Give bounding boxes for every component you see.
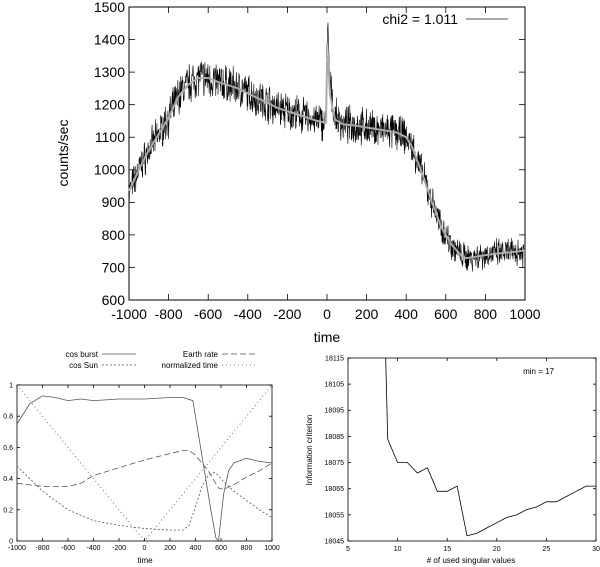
- main-x-tick-label: -800: [155, 306, 183, 322]
- main-y-tick-label: 700: [102, 259, 126, 275]
- components-x-tick-label: -800: [35, 545, 49, 552]
- components-series: [16, 384, 273, 542]
- components-x-tick-label: -600: [61, 545, 75, 552]
- main-x-tick-label: -1000: [111, 306, 147, 322]
- main-x-tick-label: 200: [355, 306, 379, 322]
- components-x-axis-label: time: [137, 556, 153, 565]
- criterion-x-tick-label: 30: [592, 546, 600, 553]
- main-y-tick-label: 1200: [94, 97, 125, 113]
- components-legend: cos burst cos Sun Earth rate normalized …: [66, 350, 256, 370]
- main-x-axis-label: time: [314, 329, 341, 345]
- legend-label-normalized-time: normalized time: [162, 361, 219, 370]
- criterion-y-tick-label: 18045: [325, 538, 345, 545]
- main-y-tick-label: 1300: [94, 64, 125, 80]
- criterion-y-tick-label: 18105: [325, 382, 345, 389]
- components-y-tick-label: 0.6: [3, 445, 13, 452]
- main-x-tick-label: 0: [323, 306, 331, 322]
- criterion-y-tick-label: 18085: [325, 434, 345, 441]
- components-x-tick-label: 200: [164, 545, 176, 552]
- criterion-x-tick-label: 10: [394, 546, 402, 553]
- components-y-tick-label: 0.2: [3, 507, 13, 514]
- series-earth-rate: [16, 450, 273, 490]
- main-x-tick-label: -600: [194, 306, 222, 322]
- legend-label-earth-rate: Earth rate: [183, 350, 219, 359]
- components-y-tick-label: 0: [9, 538, 13, 545]
- components-x-tick-label: 400: [190, 545, 202, 552]
- series-cos-burst: [16, 395, 273, 542]
- components-y-tick-label: 0.4: [3, 476, 13, 483]
- components-x-tick-label: 600: [215, 545, 227, 552]
- main-x-tick-label: 800: [474, 306, 498, 322]
- criterion-x-tick-label: 5: [346, 546, 350, 553]
- criterion-line: [385, 357, 596, 537]
- main-y-tick-label: 1400: [94, 31, 125, 47]
- components-x-tick-label: -200: [112, 545, 126, 552]
- main-series: [128, 22, 526, 272]
- main-legend: chi2 = 1.011: [382, 11, 508, 27]
- criterion-y-tick-label: 18055: [325, 512, 345, 519]
- criterion-x-tick-label: 15: [443, 546, 451, 553]
- criterion-panel: 5 10 15 20 25 30 18045 18055 18065 18075 18085 1809…: [305, 355, 600, 565]
- criterion-x-tick-label: 25: [543, 546, 551, 553]
- legend-label-cos-burst: cos burst: [66, 350, 99, 359]
- criterion-x-axis-label: # of used singular values: [427, 556, 516, 565]
- main-legend-label-fit: chi2 = 1.011: [382, 11, 458, 27]
- main-y-tick-label: 1000: [94, 162, 125, 178]
- legend-label-cos-sun: cos Sun: [69, 361, 98, 370]
- components-x-tick-label: 800: [241, 545, 253, 552]
- main-panel: -1000 -800 -600 -400 -200 0 200 400 600 800 1000 60…: [55, 0, 541, 345]
- main-x-tick-label: 400: [395, 306, 419, 322]
- components-x-tick-label: 1000: [264, 545, 280, 552]
- main-y-axis-label: counts/sec: [55, 120, 71, 187]
- main-x-tick-label: 1000: [509, 306, 540, 322]
- criterion-y-tick-label: 18095: [325, 408, 345, 415]
- components-x-tick-label: -1000: [8, 545, 26, 552]
- main-x-tick-label: 600: [434, 306, 458, 322]
- main-x-tick-label: -400: [234, 306, 262, 322]
- main-y-tick-label: 1500: [94, 0, 125, 15]
- criterion-y-tick-label: 18075: [325, 460, 345, 467]
- components-x-tick-label: -400: [86, 545, 100, 552]
- criterion-series: [385, 357, 596, 537]
- components-panel: cos burst cos Sun Earth rate normalized …: [3, 350, 280, 565]
- main-fit-line: [128, 56, 526, 260]
- criterion-plot-frame: [347, 357, 597, 542]
- main-ticks: -1000 -800 -600 -400 -200 0 200 400 600 800 1000 60…: [94, 0, 541, 322]
- components-y-tick-label: 1: [9, 382, 13, 389]
- criterion-y-tick-label: 18115: [325, 355, 344, 362]
- criterion-y-axis-label: Information criterion: [305, 415, 314, 486]
- criterion-annotation: min = 17: [523, 367, 554, 376]
- components-ticks: -1000 -800 -600 -400 -200 0 200 400 600 800 1000 0 0…: [3, 382, 280, 552]
- main-y-tick-label: 600: [102, 292, 126, 308]
- main-y-tick-label: 800: [102, 227, 126, 243]
- criterion-y-tick-label: 18065: [325, 486, 345, 493]
- main-y-tick-label: 1100: [95, 129, 125, 145]
- main-y-tick-label: 900: [102, 194, 126, 210]
- criterion-x-tick-label: 20: [493, 546, 501, 553]
- series-cos-sun: [16, 465, 273, 531]
- criterion-ticks: 5 10 15 20 25 30 18045 18055 18065 18075 18085 1809…: [325, 355, 600, 553]
- components-y-tick-label: 0.8: [3, 414, 13, 421]
- components-x-tick-label: 0: [143, 545, 147, 552]
- main-x-tick-label: -200: [273, 306, 301, 322]
